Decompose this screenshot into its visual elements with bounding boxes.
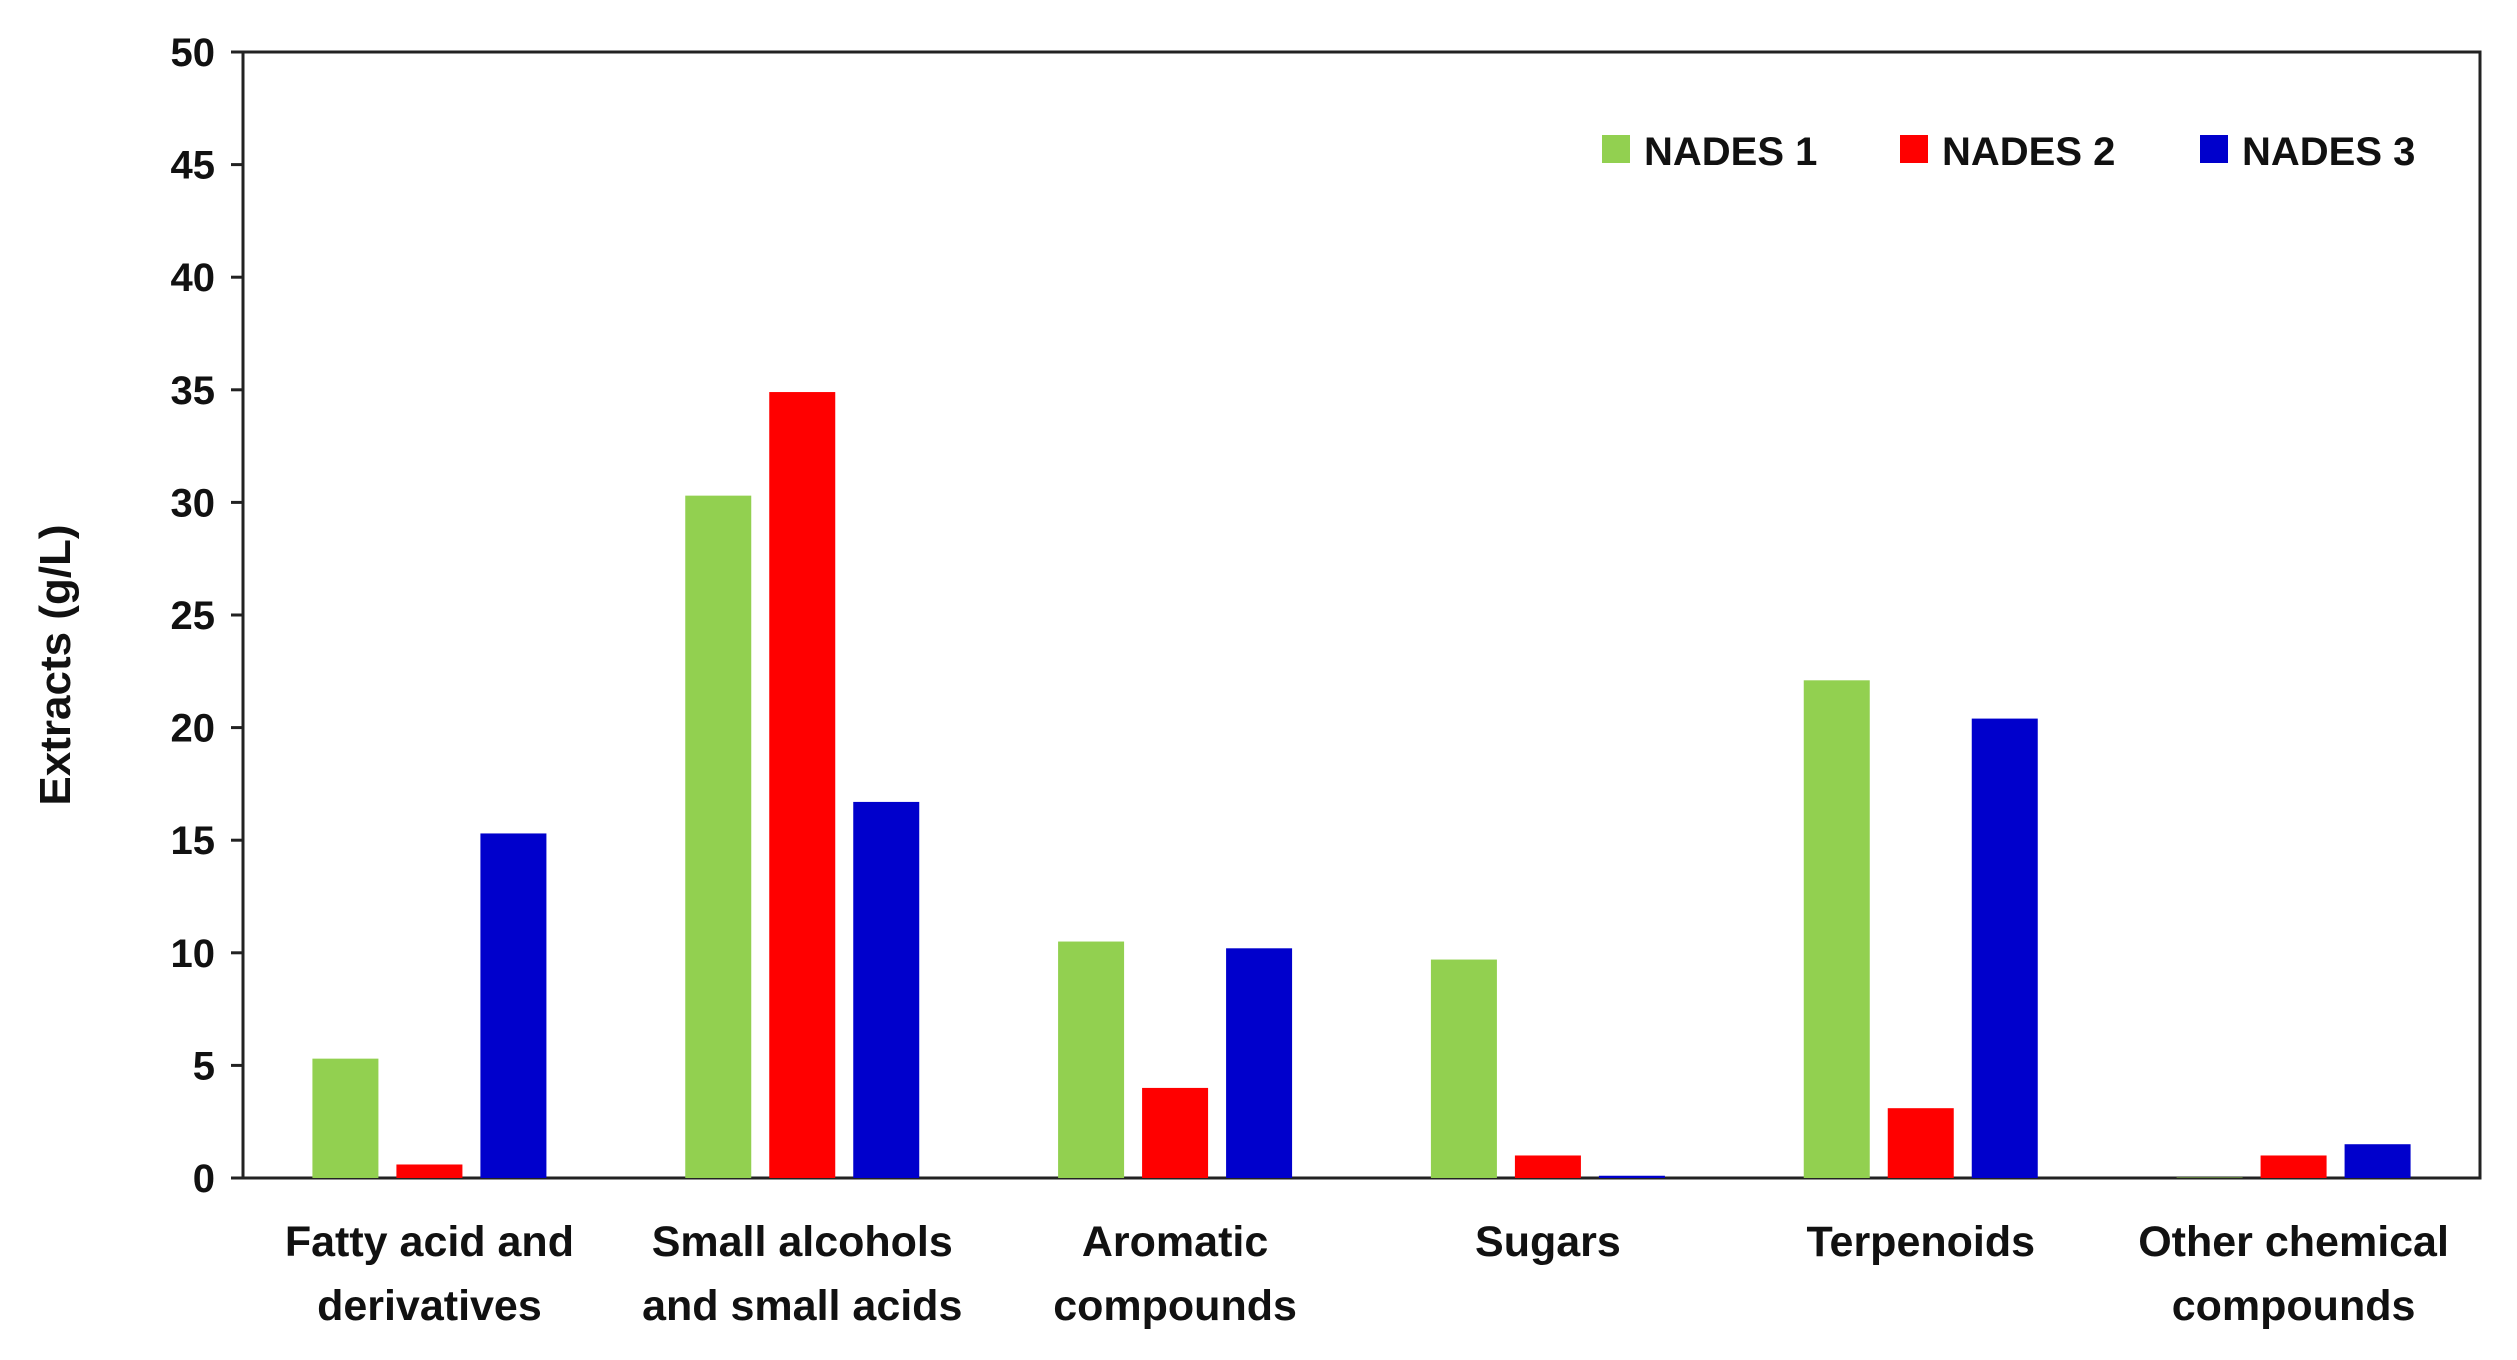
x-category-label: Other chemical — [2138, 1218, 2449, 1266]
y-tick-label: 5 — [193, 1044, 215, 1088]
bar-nades-3-5 — [2344, 1144, 2411, 1178]
x-category-label: and small acids — [642, 1282, 962, 1330]
bar-nades-2-1 — [769, 392, 836, 1178]
bar-nades-1-4 — [1803, 680, 1870, 1178]
bar-nades-3-3 — [1598, 1175, 1665, 1178]
bar-nades-2-3 — [1514, 1155, 1581, 1178]
y-tick-label: 0 — [193, 1157, 215, 1201]
legend-label: NADES 3 — [2242, 130, 2415, 174]
legend-label: NADES 2 — [1942, 130, 2115, 174]
legend-label: NADES 1 — [1644, 130, 1817, 174]
bars-group — [312, 392, 2411, 1178]
y-tick-label: 10 — [171, 932, 216, 976]
bar-nades-3-1 — [853, 801, 920, 1178]
bar-nades-1-5 — [2176, 1177, 2243, 1178]
y-tick-label: 25 — [171, 594, 216, 638]
bar-nades-3-2 — [1226, 948, 1293, 1178]
y-tick-label: 45 — [171, 144, 216, 188]
bar-nades-3-4 — [1971, 718, 2038, 1178]
x-category-label: Sugars — [1475, 1218, 1621, 1266]
bar-nades-1-3 — [1430, 959, 1497, 1178]
y-axis: 0 5 10 15 20 25 30 35 40 45 50 — [171, 31, 243, 1201]
x-category-label: Fatty acid and — [285, 1218, 574, 1266]
x-category-label: Small alcohols — [652, 1218, 953, 1266]
x-axis-labels: Fatty acid and derivatives Small alcohols a… — [285, 1218, 2449, 1330]
x-category-label: Terpenoids — [1806, 1218, 2035, 1266]
bar-nades-1-0 — [312, 1058, 379, 1178]
legend-swatch — [1900, 135, 1928, 163]
bar-nades-3-0 — [480, 833, 547, 1178]
x-category-label: Aromatic — [1082, 1218, 1268, 1266]
y-tick-label: 50 — [171, 31, 216, 75]
bar-nades-1-1 — [685, 495, 752, 1178]
y-axis-title: Extracts (g/L) — [31, 524, 80, 805]
legend-swatch — [1602, 135, 1630, 163]
x-category-label: derivatives — [317, 1282, 542, 1330]
y-tick-label: 40 — [171, 256, 216, 300]
bar-nades-2-4 — [1887, 1108, 1954, 1178]
y-tick-label: 15 — [171, 819, 216, 863]
bar-nades-2-5 — [2260, 1155, 2327, 1178]
legend-swatch — [2200, 135, 2228, 163]
x-category-label: compounds — [1053, 1282, 1297, 1330]
bar-nades-1-2 — [1058, 941, 1125, 1178]
y-tick-label: 35 — [171, 369, 216, 413]
y-tick-label: 20 — [171, 707, 216, 751]
plot-area — [241, 50, 2482, 1180]
x-category-label: compounds — [2172, 1282, 2416, 1330]
y-tick-label: 30 — [171, 481, 216, 525]
bar-nades-2-2 — [1142, 1087, 1209, 1178]
legend: NADES 1 NADES 2 NADES 3 — [1602, 130, 2415, 174]
bar-nades-2-0 — [396, 1164, 463, 1178]
